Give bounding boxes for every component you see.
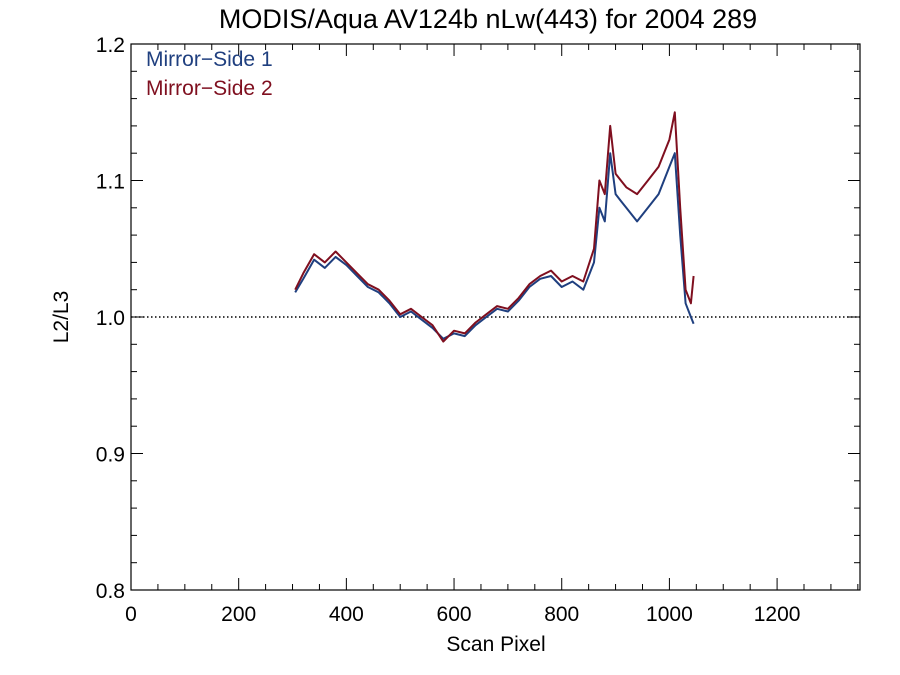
- series-line-mirror-side-2: [294, 111, 695, 343]
- x-tick-label: 1000: [646, 603, 693, 626]
- y-tick-label: 1.0: [96, 307, 125, 330]
- y-tick-label: 0.9: [96, 444, 125, 467]
- series-line-mirror-side-1: [294, 152, 695, 340]
- x-tick-label: 1200: [754, 603, 801, 626]
- y-tick-label: 1.1: [96, 171, 125, 194]
- x-axis-label: Scan Pixel: [446, 633, 545, 656]
- y-axis-label: L2/L3: [50, 291, 73, 344]
- y-tick-label: 0.8: [96, 580, 125, 603]
- y-tick-label: 1.2: [96, 34, 125, 57]
- x-tick-label: 600: [437, 603, 472, 626]
- plot-area: 0 200 400 600 800 1000 1200 0.8 0.9 1.0 1.1 1.2: [96, 34, 861, 626]
- legend: Mirror−Side 1 Mirror−Side 2: [146, 48, 273, 100]
- x-tick-label: 800: [544, 603, 579, 626]
- x-tick-label: 200: [221, 603, 256, 626]
- x-tick-label: 400: [329, 603, 364, 626]
- legend-entry-mirror-side-2: Mirror−Side 2: [146, 77, 273, 100]
- chart-title: MODIS/Aqua AV124b nLw(443) for 2004 289: [219, 4, 757, 34]
- legend-entry-mirror-side-1: Mirror−Side 1: [146, 48, 273, 71]
- x-tick-label: 0: [125, 603, 137, 626]
